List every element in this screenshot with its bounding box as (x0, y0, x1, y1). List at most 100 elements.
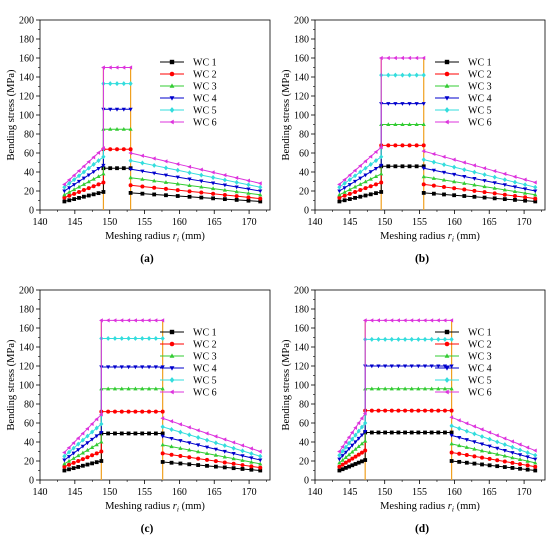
series-point (72, 187, 77, 192)
x-tick-label: 170 (242, 487, 257, 498)
series-point (249, 446, 253, 451)
legend-label: WC 1 (468, 58, 492, 69)
series-point (121, 107, 126, 112)
series-point (492, 196, 497, 201)
series-point (431, 176, 436, 180)
y-tick-label: 120 (294, 92, 309, 103)
series-point (363, 165, 368, 171)
series-point (442, 408, 447, 413)
legend-label: WC 4 (193, 94, 217, 105)
series-point (402, 336, 408, 342)
series-6 (337, 318, 537, 454)
series-point (525, 463, 530, 468)
x-tick-label: 140 (33, 487, 48, 498)
series-point (140, 409, 145, 414)
series-point (76, 179, 82, 184)
series-point (169, 427, 174, 432)
series-point (353, 440, 358, 445)
series-point (462, 187, 467, 192)
x-tick-label: 140 (308, 487, 323, 498)
series-point (533, 196, 538, 201)
series-point (457, 443, 462, 448)
series-point (246, 187, 251, 192)
series-point (502, 442, 507, 448)
y-tick-label: 60 (24, 419, 34, 430)
series-point (240, 463, 245, 468)
legend-label: WC 4 (468, 94, 492, 105)
series-point (96, 158, 101, 164)
series-point (121, 126, 126, 131)
series-point (510, 466, 515, 470)
series-point (423, 408, 428, 413)
series-point (358, 182, 363, 186)
series-point (114, 126, 120, 131)
series-point (76, 168, 81, 173)
series-point (373, 167, 379, 171)
series-point (140, 153, 144, 158)
series-point (231, 452, 236, 456)
series-point (409, 364, 414, 369)
legend-label: WC 3 (468, 352, 492, 363)
series-point (204, 437, 210, 443)
y-tick-label: 200 (19, 16, 34, 27)
series-point (449, 430, 454, 435)
panel-label: (a) (140, 253, 154, 265)
series-point (359, 416, 364, 421)
series-point (414, 143, 419, 148)
legend-label: WC 3 (468, 82, 492, 93)
y-tick-label: 60 (299, 419, 309, 430)
series-point (487, 463, 492, 468)
chart-panel-d: 140 145 150 155 160 165 170 0 20 40 60 80 100 120 140 1… (275, 270, 550, 540)
series-point (160, 416, 165, 421)
series-point (533, 192, 538, 197)
series-point (128, 147, 133, 152)
panel-label: (c) (141, 523, 154, 535)
series-point (393, 55, 397, 61)
series-point (258, 192, 263, 197)
series-point (163, 165, 169, 171)
series-point (81, 182, 86, 186)
series-point (71, 451, 76, 456)
series-line-right (451, 425, 536, 456)
series-point (234, 179, 239, 185)
series-point (340, 457, 345, 462)
series-point (99, 459, 104, 463)
series-point (175, 181, 180, 186)
series-point (441, 170, 447, 175)
series-point (199, 184, 204, 189)
series-point (147, 409, 152, 414)
series-point (421, 143, 426, 148)
series-point (81, 169, 86, 175)
series-point (356, 460, 361, 465)
series-point (347, 187, 352, 192)
y-tick-label: 20 (24, 457, 34, 468)
series-point (409, 408, 414, 413)
series-point (62, 468, 67, 473)
series-point (352, 168, 357, 173)
legend-marker (169, 96, 175, 101)
series-point (457, 435, 462, 440)
series-point (249, 451, 254, 457)
x-axis-label-text: Meshing radius (105, 501, 173, 512)
legend: WC 1WC 2WC 3WC 4WC 5WC 6 (160, 328, 217, 399)
series-point (113, 431, 117, 436)
series-point (449, 423, 454, 429)
series-line-right (162, 435, 261, 461)
chart-panel-c: 140 145 150 155 160 165 170 0 20 40 60 80 100 120 140 1… (0, 270, 275, 540)
series-point (421, 102, 426, 106)
series-point (62, 182, 66, 187)
series-point (376, 386, 381, 391)
series-point (160, 434, 165, 439)
series-point (480, 462, 484, 467)
y-axis-label: Bending stress (MPa) (6, 339, 17, 430)
series-point (379, 163, 384, 168)
series-point (62, 195, 67, 200)
series-point (358, 188, 363, 193)
series-point (101, 180, 106, 185)
series-point (452, 193, 457, 198)
series-point (139, 318, 144, 323)
series-point (389, 364, 394, 369)
x-axis-label-unit: (mm) (454, 501, 480, 512)
series-point (258, 453, 263, 459)
series-point (90, 445, 95, 449)
